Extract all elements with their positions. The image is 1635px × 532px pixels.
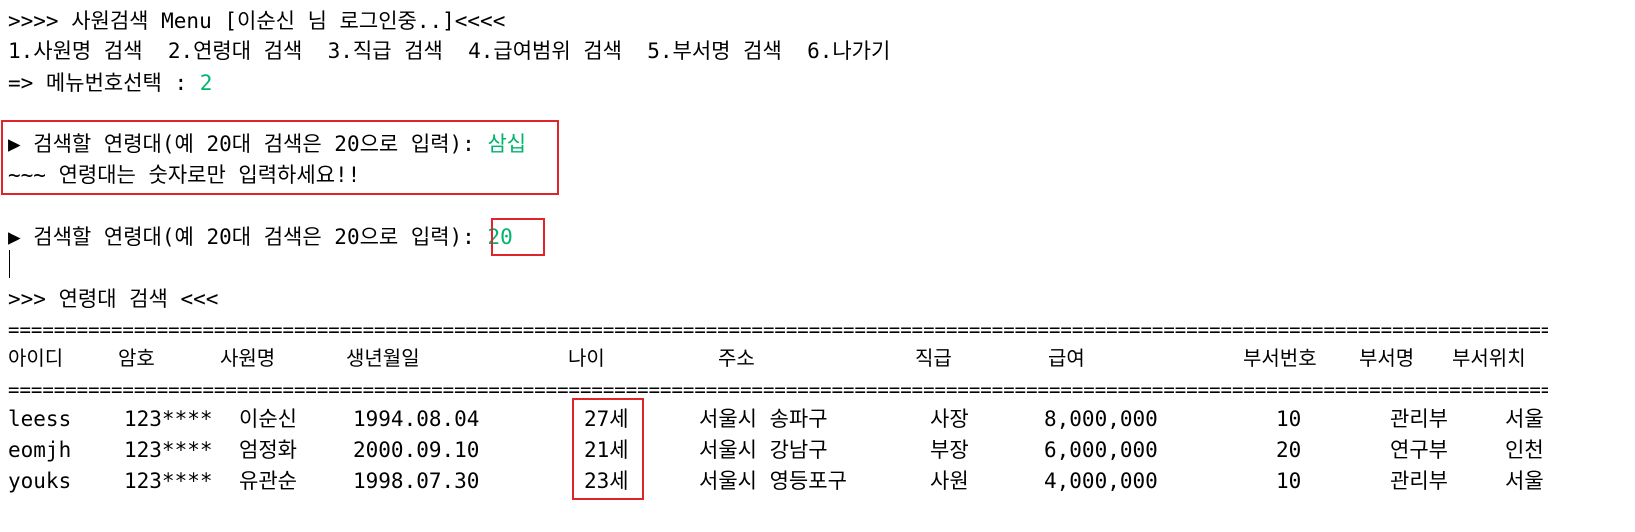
col-header-dept-no: 부서번호 (1243, 346, 1317, 370)
cell-addr: 서울시 강남구 (699, 438, 828, 462)
separator-top: ========================================… (8, 320, 1548, 340)
cell-age: 21세 (584, 438, 629, 462)
col-header-id: 아이디 (8, 346, 64, 370)
cell-dept-name: 관리부 (1390, 407, 1448, 431)
col-header-dept-name: 부서명 (1359, 346, 1415, 370)
cell-dept-no: 20 (1276, 438, 1302, 462)
cell-rank: 부장 (930, 438, 969, 462)
cell-name: 유관순 (239, 469, 297, 493)
age-prompt-second: ▶ 검색할 연령대(예 20대 검색은 20으로 입력): 20 (8, 224, 513, 250)
cell-age: 27세 (584, 407, 629, 431)
text-cursor (9, 250, 10, 278)
age-prompt-first: ▶ 검색할 연령대(예 20대 검색은 20으로 입력): 삼십 (8, 131, 526, 157)
cell-dept-loc: 인천 (1505, 438, 1544, 462)
separator-bottom: ========================================… (8, 380, 1548, 400)
cell-id: youks (8, 469, 72, 493)
age-highlight-box (572, 398, 644, 500)
cell-salary: 8,000,000 (1044, 407, 1158, 431)
cell-name: 엄정화 (239, 438, 297, 462)
age-error-message: ~~~ 연령대는 숫자로만 입력하세요!! (8, 163, 361, 187)
result-heading: >>> 연령대 검색 <<< (8, 287, 219, 311)
cell-dept-name: 관리부 (1390, 469, 1448, 493)
cell-dept-loc: 서울 (1505, 407, 1544, 431)
cell-name: 이순신 (239, 407, 297, 431)
cell-pw: 123**** (124, 407, 213, 431)
menu-options: 1.사원명 검색 2.연령대 검색 3.직급 검색 4.급여범위 검색 5.부서… (8, 39, 891, 63)
cell-dept-name: 연구부 (1390, 438, 1448, 462)
col-header-age: 나이 (568, 346, 605, 370)
menu-title: >>>> 사원검색 Menu [이순신 님 로그인중..]<<<< (8, 9, 506, 33)
cell-birth: 1994.08.04 (353, 407, 480, 431)
menu-select-input[interactable]: 2 (199, 71, 213, 95)
cell-addr: 서울시 영등포구 (699, 469, 847, 493)
cell-dept-no: 10 (1276, 407, 1302, 431)
cell-age: 23세 (584, 469, 629, 493)
cell-addr: 서울시 송파구 (699, 407, 828, 431)
col-header-pw: 암호 (118, 346, 155, 370)
cell-salary: 4,000,000 (1044, 469, 1158, 493)
cell-birth: 1998.07.30 (353, 469, 480, 493)
cell-rank: 사장 (930, 407, 969, 431)
error-highlight-box (1, 120, 559, 195)
menu-select-line: => 메뉴번호선택 : 2 (8, 70, 212, 96)
input-highlight-box (491, 218, 545, 256)
age-prompt-label: ▶ 검색할 연령대(예 20대 검색은 20으로 입력): (8, 225, 488, 249)
cell-pw: 123**** (124, 438, 213, 462)
col-header-addr: 주소 (718, 346, 755, 370)
col-header-dept-loc: 부서위치 (1452, 346, 1526, 370)
cell-birth: 2000.09.10 (353, 438, 480, 462)
age-prompt-label: ▶ 검색할 연령대(예 20대 검색은 20으로 입력): (8, 132, 488, 156)
cell-dept-loc: 서울 (1505, 469, 1544, 493)
col-header-rank: 직급 (915, 346, 952, 370)
col-header-salary: 급여 (1048, 346, 1085, 370)
cell-salary: 6,000,000 (1044, 438, 1158, 462)
cell-id: leess (8, 407, 72, 431)
col-header-name: 사원명 (220, 346, 276, 370)
menu-select-prompt: => 메뉴번호선택 : (8, 71, 200, 95)
cell-dept-no: 10 (1276, 469, 1302, 493)
cell-pw: 123**** (124, 469, 213, 493)
col-header-birth: 생년월일 (346, 346, 420, 370)
cell-id: eomjh (8, 438, 72, 462)
age-input-first[interactable]: 삼십 (487, 132, 527, 156)
cell-rank: 사원 (930, 469, 969, 493)
